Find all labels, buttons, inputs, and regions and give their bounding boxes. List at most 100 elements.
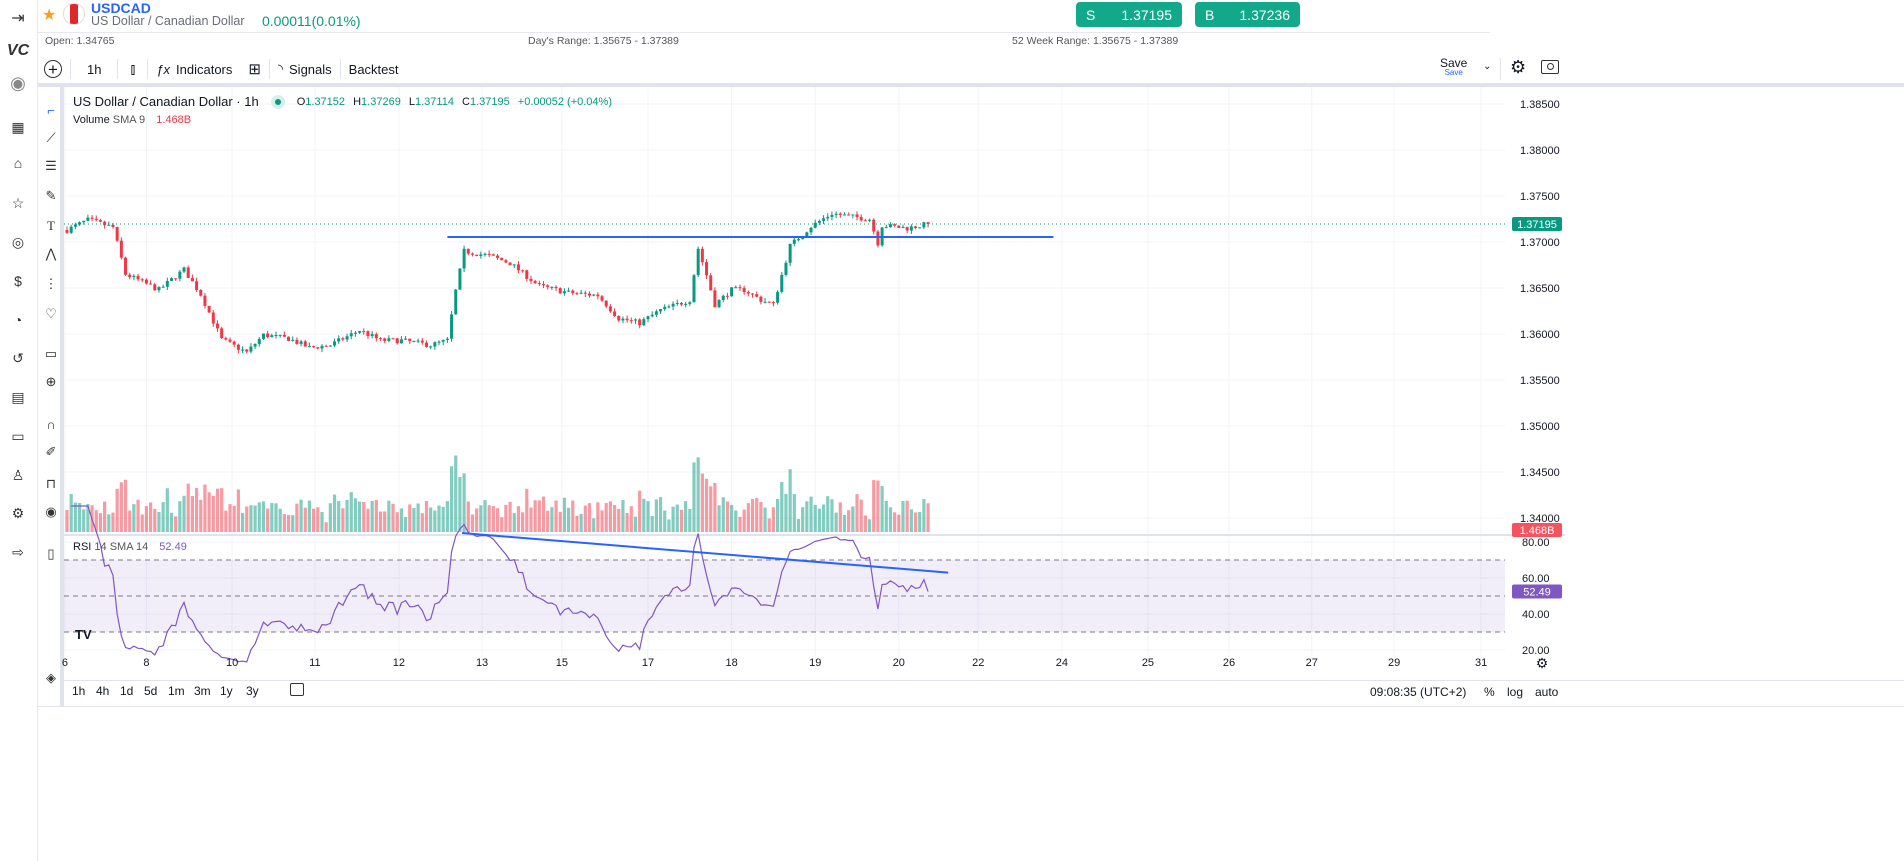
wallet-icon[interactable]: ▭: [11, 427, 25, 444]
candle-body: [688, 302, 692, 304]
candle-body: [353, 332, 357, 334]
trash-icon[interactable]: ▯: [47, 546, 55, 561]
fib-icon[interactable]: ☰: [45, 158, 57, 173]
buy-button[interactable]: B 1.37236: [1195, 2, 1300, 27]
save-dropdown-chevron-icon[interactable]: ⌄: [1483, 61, 1492, 72]
camera-icon[interactable]: [1541, 60, 1559, 74]
candle-body: [872, 219, 876, 232]
range-1y[interactable]: 1y: [220, 684, 233, 698]
trend-line-icon[interactable]: ⟋: [46, 130, 56, 145]
rsi-tag-bg: [1512, 584, 1562, 599]
volume-bar: [725, 501, 730, 532]
auto-toggle[interactable]: auto: [1535, 685, 1559, 699]
volume-bar: [316, 507, 320, 532]
volume-bar: [884, 500, 888, 532]
coin-icon[interactable]: ◎: [11, 233, 25, 250]
candle-body: [859, 217, 863, 221]
templates-icon[interactable]: ⊞: [248, 61, 261, 78]
calendar-icon[interactable]: [290, 683, 304, 696]
volume-bar: [667, 519, 671, 532]
backtest-button[interactable]: Backtest: [348, 61, 399, 77]
symbol[interactable]: USDCAD: [91, 0, 151, 16]
candle-body: [851, 214, 855, 216]
log-toggle[interactable]: log: [1507, 685, 1524, 699]
volume-bar: [562, 497, 567, 532]
indicators-label: Indicators: [176, 61, 233, 77]
range-1h[interactable]: 1h: [72, 684, 86, 698]
pencil-lock-icon[interactable]: ✐: [45, 444, 57, 459]
ruler-icon[interactable]: ▭: [44, 346, 58, 361]
volume-bar: [115, 488, 119, 532]
avatar[interactable]: ◉: [10, 72, 26, 93]
candle-body: [588, 293, 591, 296]
range-3y[interactable]: 3y: [246, 684, 259, 698]
candle-body: [224, 338, 228, 340]
volume-bar: [776, 499, 780, 532]
volume-bar: [541, 496, 546, 532]
volume-bar: [161, 502, 165, 532]
volume-bar: [332, 494, 337, 532]
lock-icon[interactable]: ⊓: [45, 476, 57, 491]
candle-body: [341, 338, 345, 340]
interval-button[interactable]: 1h: [87, 61, 102, 77]
time-axis-label: 25: [1142, 657, 1154, 669]
heart-icon[interactable]: ♡: [45, 306, 57, 321]
zoom-in-icon[interactable]: ⊕: [45, 374, 57, 389]
range-1d[interactable]: 1d: [120, 684, 134, 698]
sell-button[interactable]: S 1.37195: [1076, 2, 1182, 27]
range-1m[interactable]: 1m: [168, 684, 185, 698]
volume-bar: [504, 504, 508, 532]
eye-icon[interactable]: ◉: [45, 504, 57, 519]
settings-icon[interactable]: ⚙: [11, 504, 25, 521]
candle-body: [767, 301, 771, 303]
candle-type-icon[interactable]: ⫾: [130, 60, 136, 78]
expand-sidebar-icon[interactable]: ⇥: [11, 10, 25, 27]
range-5d[interactable]: 5d: [144, 684, 158, 698]
logout-icon[interactable]: ⇨: [12, 543, 24, 560]
candle-body: [608, 306, 612, 312]
range-4h[interactable]: 4h: [96, 684, 110, 698]
document-icon[interactable]: ▤: [11, 388, 25, 405]
pattern-icon[interactable]: ⋀: [45, 246, 57, 261]
indicators-button[interactable]: ƒx Indicators: [156, 62, 232, 77]
volume-bar: [491, 506, 495, 532]
volume-bar: [370, 500, 374, 532]
candle-body: [220, 328, 224, 339]
layers-icon[interactable]: ◈: [46, 670, 56, 685]
divider: [339, 59, 341, 79]
brush-icon[interactable]: ✎: [45, 188, 57, 203]
magnet-icon[interactable]: ∩: [46, 416, 56, 432]
volume-bar: [537, 500, 541, 532]
volume-bar: [638, 490, 642, 532]
dashboard-icon[interactable]: ▦: [11, 118, 25, 135]
percent-toggle[interactable]: %: [1484, 685, 1495, 699]
signals-button[interactable]: ◝ Signals: [278, 61, 332, 77]
candle-body: [387, 338, 391, 342]
volume-bar: [174, 516, 178, 532]
range-3m[interactable]: 3m: [194, 684, 211, 698]
crosshair-icon[interactable]: ⌐: [47, 102, 55, 118]
candle-body: [107, 224, 111, 226]
volume-bar: [366, 508, 370, 532]
candle-body: [784, 262, 788, 275]
volume-bar: [525, 488, 529, 532]
pie-chart-icon[interactable]: ◔: [13, 312, 23, 328]
bank-icon[interactable]: ⌂: [13, 155, 23, 171]
prediction-icon[interactable]: ⋮: [44, 276, 58, 291]
gear-icon[interactable]: ⚙: [1510, 57, 1527, 77]
volume-bar: [533, 500, 537, 532]
price-axis-label: 1.34000: [1520, 513, 1560, 525]
volume-bar: [688, 509, 692, 532]
add-symbol-icon[interactable]: +: [44, 60, 62, 78]
text-icon[interactable]: T: [47, 218, 55, 233]
user-icon[interactable]: ♙: [11, 466, 25, 483]
candle-body: [433, 342, 437, 347]
history-icon[interactable]: ↺: [12, 349, 24, 366]
volume-bar: [859, 499, 863, 532]
favorite-star-icon[interactable]: ★: [42, 7, 57, 24]
star-icon[interactable]: ☆: [11, 194, 25, 211]
volume-bar: [408, 504, 412, 532]
save-button[interactable]: Save Save: [1440, 57, 1467, 77]
hand-money-icon[interactable]: $: [14, 273, 22, 289]
